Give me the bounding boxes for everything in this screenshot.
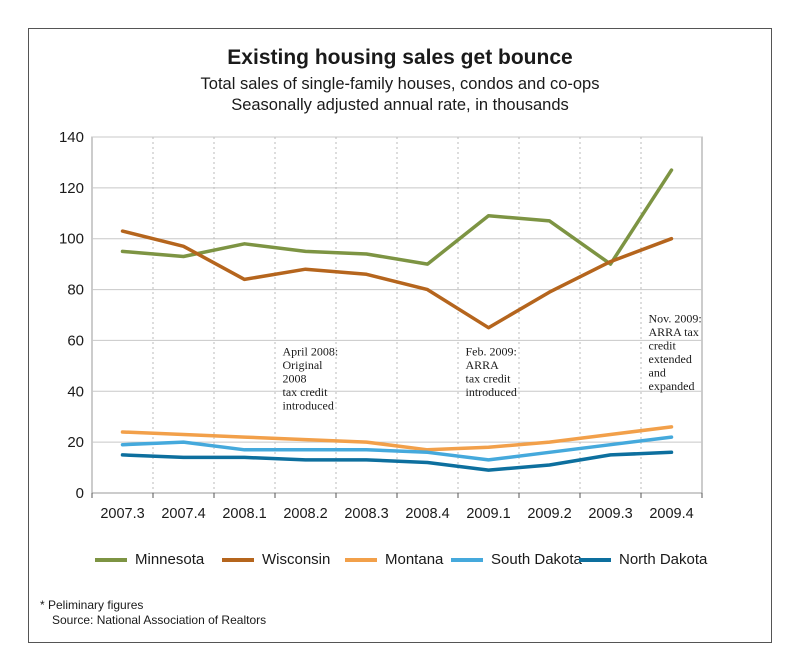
annotation-1-line: tax credit bbox=[466, 372, 512, 386]
series-line-wisconsin bbox=[120, 229, 674, 330]
chart-subtitle-line-1: Total sales of single-family houses, con… bbox=[200, 75, 600, 93]
annotation-2-line: ARRA tax bbox=[649, 325, 699, 339]
legend-item-wisconsin: Wisconsin bbox=[222, 551, 330, 568]
y-tick-label: 20 bbox=[67, 434, 84, 451]
legend-label-south-dakota: South Dakota bbox=[491, 551, 582, 568]
y-tick-label: 80 bbox=[67, 282, 84, 299]
annotation-2-line: extended bbox=[649, 352, 692, 366]
legend-label-wisconsin: Wisconsin bbox=[262, 551, 331, 568]
annotation-1-line: Feb. 2009: bbox=[466, 345, 517, 359]
plot-area bbox=[91, 136, 703, 494]
annotation-2-line: expanded bbox=[649, 379, 695, 393]
x-tick-label: 2009.1 bbox=[466, 506, 510, 522]
legend: Minnesota Wisconsin Montana South Dakota… bbox=[95, 551, 735, 573]
legend-item-south-dakota: South Dakota bbox=[451, 551, 582, 568]
annotation-0-line: 2008 bbox=[283, 372, 307, 386]
y-tick-label: 120 bbox=[59, 180, 84, 197]
annotation-1-line: ARRA bbox=[466, 358, 500, 372]
y-tick-label: 140 bbox=[59, 129, 84, 146]
legend-label-minnesota: Minnesota bbox=[135, 551, 205, 568]
y-tick-label: 40 bbox=[67, 383, 84, 400]
legend-label-montana: Montana bbox=[385, 551, 444, 568]
legend-swatch-montana bbox=[345, 557, 377, 562]
legend-item-montana: Montana bbox=[345, 551, 443, 568]
legend-item-minnesota: Minnesota bbox=[95, 551, 204, 568]
x-tick-label: 2009.4 bbox=[649, 506, 693, 522]
legend-item-north-dakota: North Dakota bbox=[579, 551, 707, 568]
annotation-0-line: tax credit bbox=[283, 385, 329, 399]
legend-swatch-south-dakota bbox=[451, 557, 483, 562]
footnote-source: Source: National Association of Realtors bbox=[52, 613, 267, 627]
x-tick-label: 2008.2 bbox=[283, 506, 327, 522]
x-tick-label: 2008.3 bbox=[344, 506, 388, 522]
series-line-minnesota bbox=[120, 168, 674, 266]
y-tick-label: 60 bbox=[67, 332, 84, 349]
annotation-2-line: credit bbox=[649, 339, 677, 353]
x-tick-label: 2008.1 bbox=[222, 506, 266, 522]
chart-title: Existing housing sales get bounce bbox=[227, 46, 573, 69]
y-tick-label: 0 bbox=[76, 485, 84, 502]
legend-swatch-north-dakota bbox=[579, 557, 611, 562]
annotation-2-line: Nov. 2009: bbox=[649, 312, 702, 326]
legend-label-north-dakota: North Dakota bbox=[619, 551, 708, 568]
x-tick-label: 2007.3 bbox=[100, 506, 144, 522]
annotation-1-line: introduced bbox=[466, 385, 517, 399]
x-tick-label: 2009.3 bbox=[588, 506, 632, 522]
series-line-south-dakota bbox=[120, 435, 674, 462]
x-tick-label: 2007.4 bbox=[161, 506, 205, 522]
x-tick-label: 2009.2 bbox=[527, 506, 571, 522]
series-line-montana bbox=[120, 425, 674, 452]
legend-swatch-minnesota bbox=[95, 557, 127, 562]
y-tick-label: 100 bbox=[59, 231, 84, 248]
x-tick-label: 2008.4 bbox=[405, 506, 449, 522]
annotation-0-line: introduced bbox=[283, 399, 334, 413]
chart-subtitle-line-2: Seasonally adjusted annual rate, in thou… bbox=[231, 96, 569, 114]
annotation-0-line: Original bbox=[283, 358, 324, 372]
footnote-preliminary: * Peliminary figures bbox=[40, 598, 144, 612]
annotation-2-line: and bbox=[649, 366, 666, 380]
legend-swatch-wisconsin bbox=[222, 557, 254, 562]
series-line-north-dakota bbox=[120, 450, 674, 472]
annotation-0-line: April 2008: bbox=[283, 345, 339, 359]
